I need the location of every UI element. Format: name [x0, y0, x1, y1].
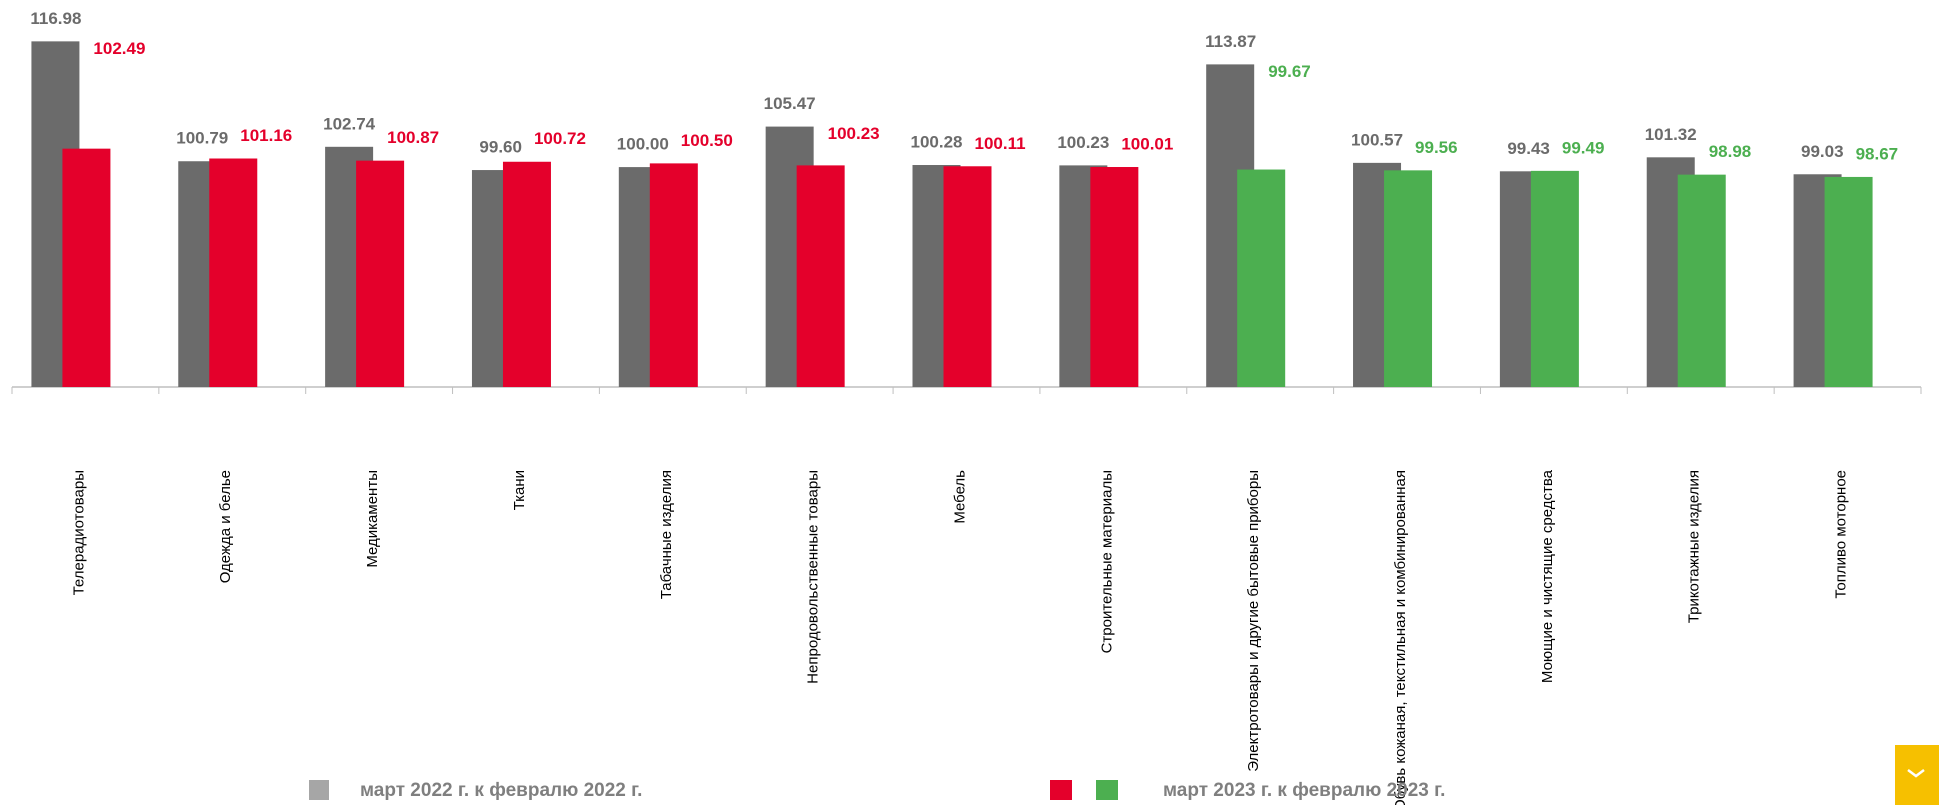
- value-label: 100.28: [911, 132, 963, 151]
- bar: [943, 166, 992, 387]
- x-tick-label: Одежда и белье: [217, 470, 234, 583]
- legend-swatch: [309, 780, 329, 800]
- bar: [209, 158, 258, 387]
- value-label: 100.50: [681, 131, 733, 150]
- bar: [649, 163, 698, 387]
- x-tick-label: Табачные изделия: [658, 470, 675, 599]
- legend-label: март 2023 г. к февралю 2023 г.: [1163, 780, 1445, 801]
- value-label: 100.72: [534, 129, 586, 148]
- value-label: 99.03: [1801, 142, 1844, 161]
- x-tick-label: Трикотажные изделия: [1686, 470, 1703, 623]
- corner-chevron: [1907, 769, 1925, 778]
- bar: [356, 160, 405, 387]
- value-label: 99.56: [1415, 138, 1458, 157]
- bar: [1677, 174, 1726, 387]
- value-label: 101.16: [240, 126, 292, 145]
- value-label: 100.11: [975, 134, 1026, 153]
- bar: [502, 161, 551, 387]
- value-label: 99.43: [1507, 139, 1550, 158]
- x-tick-label: Моющие и чистящие средства: [1539, 469, 1556, 683]
- x-tick-label: Обувь кожаная, текстильная и комбинирова…: [1392, 470, 1409, 805]
- value-label: 102.74: [323, 114, 376, 133]
- legend-swatch: [1050, 780, 1072, 800]
- x-tick-label: Медикаменты: [364, 470, 381, 568]
- legend-swatch: [1096, 780, 1118, 800]
- bar: [1090, 167, 1139, 387]
- value-label: 99.67: [1268, 62, 1311, 81]
- bar: [1530, 170, 1579, 387]
- value-label: 101.32: [1645, 125, 1697, 144]
- x-tick-label: Телерадиотовары: [70, 470, 87, 595]
- x-tick-label: Электротовары и другие бытовые приборы: [1245, 470, 1262, 772]
- value-label: 100.01: [1121, 134, 1173, 153]
- value-label: 100.00: [617, 135, 669, 154]
- x-tick-label: Топливо моторное: [1833, 470, 1850, 599]
- value-label: 102.49: [93, 39, 145, 58]
- legend-label: март 2022 г. к февралю 2022 г.: [360, 780, 642, 801]
- bar: [796, 165, 845, 387]
- x-tick-label: Мебель: [951, 470, 968, 524]
- x-tick-label: Непродовольственные товары: [805, 470, 822, 684]
- value-label: 98.98: [1709, 142, 1752, 161]
- x-tick-label: Строительные материалы: [1098, 470, 1115, 653]
- value-label: 99.49: [1562, 138, 1605, 157]
- value-label: 116.98: [30, 9, 81, 28]
- value-label: 100.87: [387, 128, 439, 147]
- value-label: 100.79: [176, 129, 228, 148]
- bar: [62, 148, 111, 387]
- value-label: 105.47: [764, 94, 816, 113]
- bar: [1237, 169, 1286, 387]
- x-tick-label: Ткани: [511, 470, 528, 510]
- value-label: 100.57: [1351, 130, 1403, 149]
- value-label: 99.60: [479, 138, 522, 157]
- value-label: 113.87: [1205, 32, 1256, 51]
- value-label: 100.23: [1057, 133, 1109, 152]
- bar: [1384, 170, 1433, 387]
- value-label: 98.67: [1856, 144, 1899, 163]
- bar: [1824, 176, 1873, 387]
- value-label: 100.23: [828, 124, 880, 143]
